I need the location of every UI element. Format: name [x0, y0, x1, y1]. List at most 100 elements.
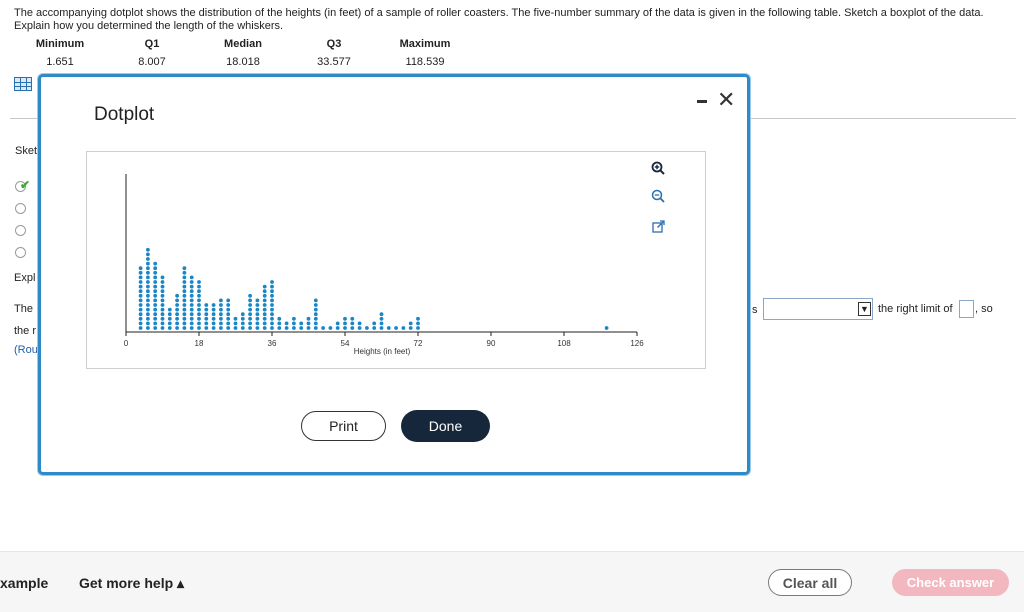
data-dot	[146, 298, 150, 303]
data-dot	[306, 321, 311, 326]
data-dot	[160, 326, 165, 330]
data-dot	[167, 312, 172, 317]
data-dot	[182, 266, 187, 271]
clear-all-button[interactable]: Clear all	[768, 569, 852, 596]
data-dot	[160, 275, 165, 280]
dotplot-dialog: Dotplot ✕ 0 18 36 54 72 90 108 126 Heights (in …	[38, 74, 750, 475]
data-dot	[138, 266, 143, 271]
data-table-icon[interactable]	[14, 77, 32, 91]
data-dot	[321, 326, 325, 330]
data-dot	[270, 326, 274, 330]
data-dot	[335, 321, 340, 326]
data-dot	[379, 316, 384, 321]
data-dot	[313, 316, 318, 321]
data-dot	[248, 321, 253, 326]
data-dot	[248, 298, 253, 303]
option-c-radio[interactable]	[15, 225, 26, 236]
data-dot	[284, 326, 289, 330]
data-dot	[175, 303, 179, 307]
data-dot	[138, 307, 143, 312]
data-dot	[153, 312, 158, 317]
data-dot	[226, 316, 231, 321]
data-dot	[146, 293, 150, 298]
data-dot	[160, 312, 165, 317]
data-dot	[262, 303, 267, 307]
data-dot	[138, 321, 143, 326]
dialog-title: Dotplot	[94, 104, 155, 125]
data-dot	[189, 326, 194, 330]
data-dot	[219, 316, 223, 321]
data-dot	[372, 321, 377, 326]
x-tick-label: 36	[268, 339, 277, 348]
summary-header-minimum: Minimum	[35, 38, 85, 50]
data-dot	[379, 321, 384, 326]
data-dot	[146, 261, 150, 266]
data-dot	[189, 298, 194, 303]
x-axis-label: Heights (in feet)	[354, 347, 411, 356]
data-dot	[270, 321, 274, 326]
data-dot	[379, 326, 384, 330]
data-dot	[204, 307, 209, 312]
data-dot	[146, 275, 150, 280]
data-dot	[182, 298, 187, 303]
data-dot	[255, 316, 260, 321]
data-dot	[146, 280, 150, 284]
option-b-radio[interactable]	[15, 203, 26, 214]
print-button[interactable]: Print	[301, 411, 386, 441]
dropdown-arrow-icon[interactable]: ▼	[858, 302, 871, 316]
done-button[interactable]: Done	[401, 410, 490, 442]
data-dot	[153, 261, 158, 266]
right-limit-input[interactable]	[959, 300, 974, 318]
get-more-help-link[interactable]: Get more help ▴	[79, 575, 185, 591]
zoom-in-icon[interactable]	[650, 160, 667, 177]
data-dot	[153, 280, 158, 284]
example-link[interactable]: xample	[0, 575, 49, 591]
data-dot	[240, 321, 245, 326]
option-d-radio[interactable]	[15, 247, 26, 258]
data-dot	[146, 247, 150, 252]
data-dot	[255, 312, 260, 317]
data-dot	[146, 316, 150, 321]
check-answer-button[interactable]: Check answer	[892, 569, 1009, 596]
x-tick-label: 54	[341, 339, 350, 348]
summary-header-maximum: Maximum	[399, 38, 451, 50]
data-dot	[204, 303, 209, 307]
data-dot	[197, 293, 201, 298]
data-dot	[167, 307, 172, 312]
data-dot	[182, 316, 187, 321]
data-dot	[357, 321, 362, 326]
summary-value-median: 18.018	[226, 56, 260, 68]
zoom-out-icon[interactable]	[650, 188, 667, 205]
data-dot	[270, 298, 274, 303]
x-tick-label: 108	[557, 339, 571, 348]
explain-label: Expl	[14, 272, 36, 284]
data-dot	[328, 326, 333, 330]
plot-frame: 0 18 36 54 72 90 108 126 Heights (in feet)	[86, 151, 706, 369]
popout-icon[interactable]	[650, 218, 667, 235]
data-dot	[153, 275, 158, 280]
minimize-icon[interactable]	[697, 100, 707, 103]
data-dot	[357, 326, 362, 330]
option-a-radio[interactable]	[15, 181, 26, 192]
data-dot	[160, 284, 165, 289]
data-dot	[197, 280, 201, 284]
data-dot	[167, 326, 172, 330]
data-dot	[240, 326, 245, 330]
data-dot	[379, 312, 384, 317]
data-dot	[270, 293, 274, 298]
summary-header-q3: Q3	[326, 38, 342, 50]
x-tick-label: 126	[630, 339, 644, 348]
data-dot	[270, 289, 274, 294]
answer-dropdown[interactable]: ▼	[763, 298, 873, 320]
data-dot	[313, 312, 318, 317]
data-dot	[175, 321, 179, 326]
data-dot	[335, 326, 340, 330]
data-dot	[204, 316, 209, 321]
close-icon[interactable]: ✕	[717, 87, 736, 112]
answer-sentence-start: The	[14, 303, 33, 315]
data-dot	[262, 316, 267, 321]
data-dot	[153, 321, 158, 326]
data-dot	[416, 326, 420, 330]
data-dot	[255, 303, 260, 307]
data-dot	[153, 289, 158, 294]
